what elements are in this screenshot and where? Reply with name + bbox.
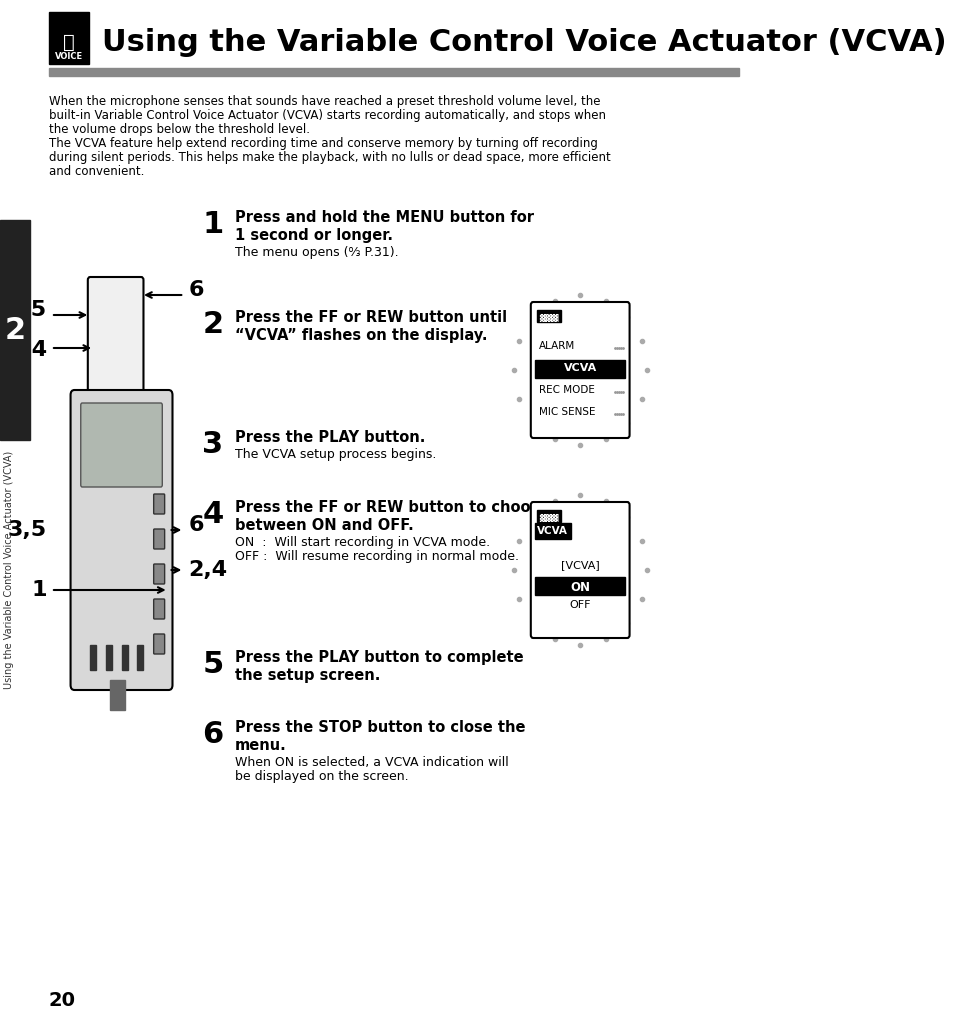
- Text: 6: 6: [188, 515, 203, 535]
- Text: OFF :  Will resume recording in normal mode.: OFF : Will resume recording in normal mo…: [235, 550, 518, 563]
- Bar: [535, 523, 570, 539]
- Text: ▓▓▓: ▓▓▓: [538, 313, 558, 322]
- Bar: [91, 645, 96, 670]
- Text: 3,5: 3,5: [8, 300, 47, 320]
- Text: VCVA: VCVA: [537, 526, 568, 536]
- Text: Press the FF or REW button to choose: Press the FF or REW button to choose: [235, 500, 549, 515]
- Text: the volume drops below the threshold level.: the volume drops below the threshold lev…: [49, 123, 310, 136]
- Text: and convenient.: and convenient.: [49, 165, 144, 178]
- Text: Press the FF or REW button until: Press the FF or REW button until: [235, 310, 507, 325]
- Text: be displayed on the screen.: be displayed on the screen.: [235, 770, 409, 783]
- FancyBboxPatch shape: [88, 277, 143, 413]
- Bar: [121, 645, 128, 670]
- Text: When the microphone senses that sounds have reached a preset threshold volume le: When the microphone senses that sounds h…: [49, 95, 599, 108]
- Text: OFF: OFF: [569, 600, 590, 610]
- Text: 6: 6: [202, 721, 223, 749]
- Text: VCVA: VCVA: [563, 363, 597, 373]
- FancyBboxPatch shape: [530, 301, 629, 438]
- Bar: [535, 577, 624, 595]
- Text: Press the PLAY button to complete: Press the PLAY button to complete: [235, 650, 523, 665]
- Text: 🎙: 🎙: [63, 33, 74, 51]
- Bar: [137, 645, 143, 670]
- Text: Press and hold the MENU button for: Press and hold the MENU button for: [235, 210, 534, 225]
- Bar: [537, 310, 560, 322]
- Bar: [537, 510, 560, 522]
- FancyBboxPatch shape: [81, 403, 162, 487]
- Text: The VCVA feature help extend recording time and conserve memory by turning off r: The VCVA feature help extend recording t…: [49, 137, 597, 150]
- Text: 2: 2: [5, 316, 26, 344]
- FancyBboxPatch shape: [153, 564, 165, 584]
- Text: 1 second or longer.: 1 second or longer.: [235, 228, 393, 243]
- Text: VOICE: VOICE: [55, 51, 83, 60]
- Text: When ON is selected, a VCVA indication will: When ON is selected, a VCVA indication w…: [235, 756, 509, 769]
- Bar: [49, 68, 738, 76]
- Text: the setup screen.: the setup screen.: [235, 668, 380, 683]
- Text: 3,5: 3,5: [8, 520, 47, 540]
- FancyBboxPatch shape: [153, 529, 165, 549]
- Text: Press the PLAY button.: Press the PLAY button.: [235, 430, 425, 445]
- Text: built-in Variable Control Voice Actuator (VCVA) starts recording automatically, : built-in Variable Control Voice Actuator…: [49, 109, 605, 122]
- FancyBboxPatch shape: [71, 390, 172, 690]
- Text: The menu opens (↉ P.31).: The menu opens (↉ P.31).: [235, 246, 398, 259]
- Text: during silent periods. This helps make the playback, with no lulls or dead space: during silent periods. This helps make t…: [49, 151, 610, 164]
- Text: 2,4: 2,4: [8, 340, 47, 360]
- Text: ▓▓▓: ▓▓▓: [538, 512, 558, 521]
- Text: REC MODE: REC MODE: [538, 385, 595, 394]
- Text: ON  :  Will start recording in VCVA mode.: ON : Will start recording in VCVA mode.: [235, 536, 490, 549]
- Text: 2: 2: [202, 310, 223, 339]
- Text: 1: 1: [31, 580, 47, 600]
- Text: between ON and OFF.: between ON and OFF.: [235, 518, 414, 533]
- Text: 20: 20: [49, 990, 75, 1010]
- Text: ON: ON: [570, 580, 590, 594]
- Bar: [49, 12, 90, 64]
- FancyBboxPatch shape: [153, 634, 165, 654]
- Text: MIC SENSE: MIC SENSE: [538, 407, 596, 417]
- Text: Press the STOP button to close the: Press the STOP button to close the: [235, 721, 525, 735]
- Text: “VCVA” flashes on the display.: “VCVA” flashes on the display.: [235, 328, 487, 343]
- Text: [VCVA]: [VCVA]: [560, 560, 598, 570]
- Text: ALARM: ALARM: [538, 341, 575, 351]
- Text: 3: 3: [202, 430, 223, 459]
- FancyBboxPatch shape: [530, 502, 629, 638]
- FancyBboxPatch shape: [153, 494, 165, 514]
- Text: The VCVA setup process begins.: The VCVA setup process begins.: [235, 448, 436, 461]
- Text: 1: 1: [202, 210, 223, 239]
- Text: Using the Variable Control Voice Actuator (VCVA): Using the Variable Control Voice Actuato…: [5, 451, 14, 689]
- FancyBboxPatch shape: [153, 599, 165, 619]
- Bar: [535, 360, 624, 378]
- Text: 2,4: 2,4: [188, 560, 227, 580]
- Bar: [0, 220, 30, 440]
- Text: 4: 4: [202, 500, 223, 529]
- Bar: [110, 680, 125, 710]
- Bar: [106, 645, 112, 670]
- Text: 6: 6: [188, 280, 203, 300]
- Text: menu.: menu.: [235, 738, 287, 753]
- Text: 5: 5: [202, 650, 223, 679]
- Text: Using the Variable Control Voice Actuator (VCVA): Using the Variable Control Voice Actuato…: [102, 28, 945, 56]
